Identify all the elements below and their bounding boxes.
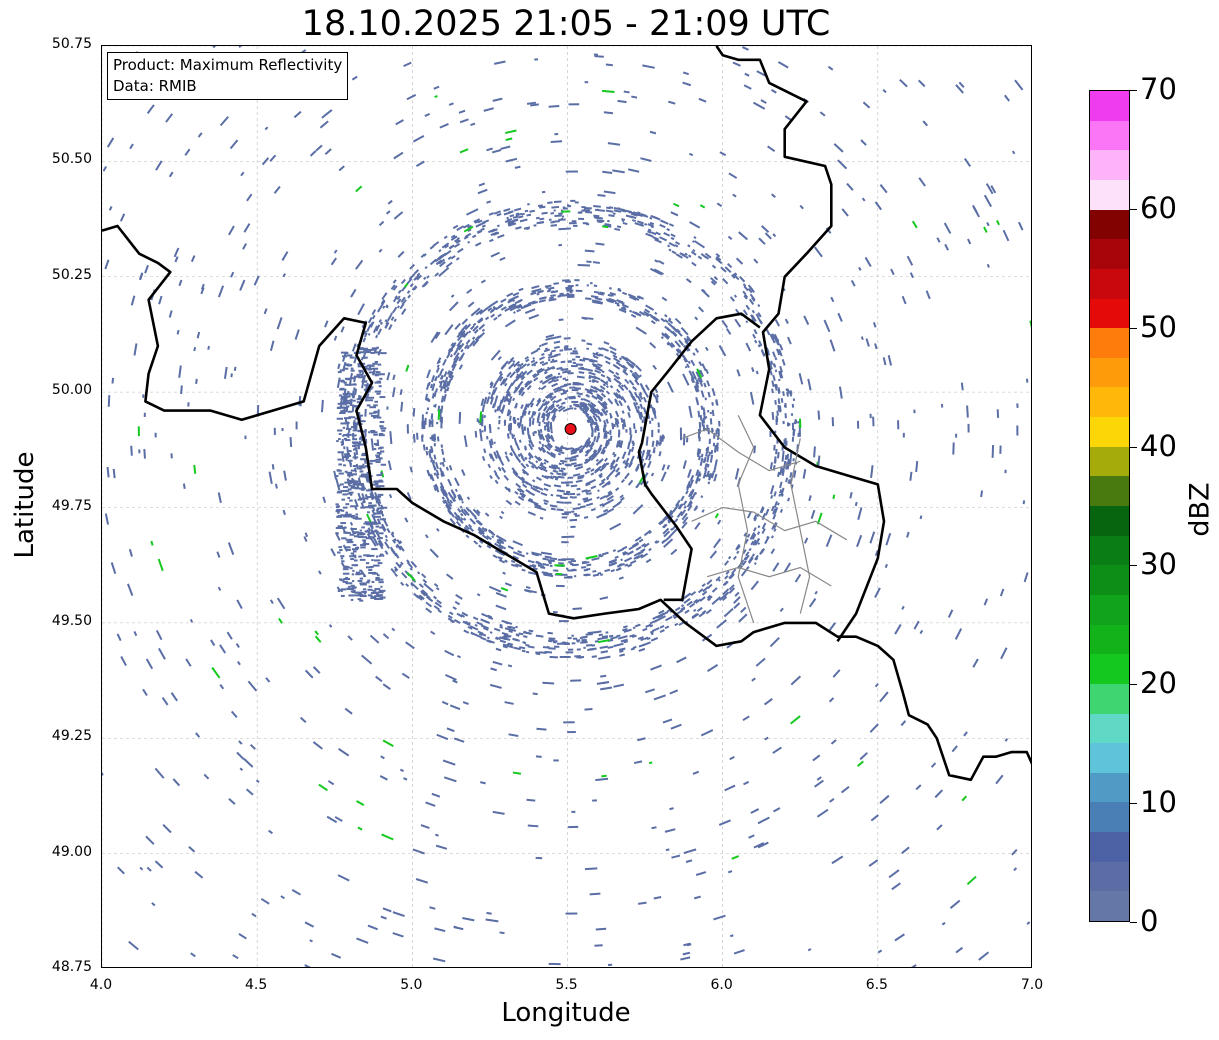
product-legend: Product: Maximum Reflectivity Data: RMIB <box>107 52 349 100</box>
colorbar-segment <box>1090 683 1129 714</box>
x-tick-label: 5.5 <box>555 977 578 993</box>
colorbar-segment <box>1090 861 1129 892</box>
province-border-1 <box>691 506 848 541</box>
reflectivity-echoes <box>102 46 1031 967</box>
colorbar-tick-label: 40 <box>1140 428 1177 463</box>
radar-map-canvas <box>102 46 1031 967</box>
province-border-2 <box>706 566 832 587</box>
colorbar-segment <box>1090 654 1129 684</box>
colorbar-tick-mark <box>1130 90 1137 91</box>
colorbar-segment <box>1090 506 1129 536</box>
colorbar-segment <box>1090 239 1129 269</box>
colorbar-segment <box>1090 179 1129 210</box>
radar-map[interactable] <box>101 45 1032 968</box>
country-border-2 <box>637 312 761 602</box>
y-tick-label: 49.75 <box>51 497 92 514</box>
colorbar-segment <box>1090 298 1129 329</box>
colorbar-segment <box>1090 476 1129 507</box>
colorbar-segment <box>1090 594 1129 625</box>
x-tick-label: 5.0 <box>400 977 423 993</box>
colorbar-segment <box>1090 535 1129 566</box>
colorbar-segment <box>1090 891 1129 921</box>
colorbar-tick-mark <box>1130 684 1137 686</box>
colorbar-segment <box>1090 357 1129 388</box>
colorbar-segment <box>1090 772 1129 803</box>
colorbar-segment <box>1090 328 1129 358</box>
colorbar-tick-mark <box>1130 565 1137 567</box>
province-border-4 <box>790 438 811 614</box>
y-tick-label: 50.50 <box>51 151 92 168</box>
x-tick-label: 4.5 <box>245 977 268 993</box>
x-tick-label: 4.0 <box>89 977 113 993</box>
x-tick-label: 7.0 <box>1020 977 1044 993</box>
colorbar-segment <box>1090 120 1129 151</box>
colorbar-tick-mark <box>1130 327 1137 329</box>
y-tick-label: 48.75 <box>51 959 92 975</box>
x-tick-label: 6.0 <box>710 977 733 993</box>
colorbar-tick-mark <box>1130 446 1137 448</box>
colorbar-tick-label: 70 <box>1140 72 1177 106</box>
colorbar-segment <box>1090 713 1129 744</box>
colorbar-label: dBZ <box>1184 482 1216 537</box>
colorbar-tick-label: 20 <box>1140 666 1177 701</box>
colorbar-segment <box>1090 743 1129 773</box>
colorbar-tick-mark <box>1130 208 1137 210</box>
y-tick-label: 49.00 <box>51 843 92 860</box>
y-tick-label: 49.25 <box>51 728 92 745</box>
radar-site-marker <box>564 423 577 436</box>
colorbar-segment <box>1090 417 1129 447</box>
country-border-1 <box>715 46 886 643</box>
colorbar-segment <box>1090 446 1129 477</box>
colorbar-tick-label: 30 <box>1140 547 1177 582</box>
x-tick-label: 6.5 <box>865 977 888 993</box>
province-border-3 <box>737 414 755 624</box>
colorbar-segment <box>1090 268 1129 299</box>
data-source-label: Data: RMIB <box>113 77 197 95</box>
colorbar-tick-mark <box>1130 803 1137 805</box>
map-title: 18.10.2025 21:05 - 21:09 UTC <box>301 4 831 44</box>
y-tick-label: 50.00 <box>51 382 92 399</box>
colorbar-tick-label: 60 <box>1140 190 1177 225</box>
colorbar-segment <box>1090 832 1129 862</box>
y-axis-label: Latitude <box>10 451 40 559</box>
colorbar-segment <box>1090 565 1129 595</box>
colorbar-segment <box>1090 624 1129 655</box>
colorbar-segment <box>1090 802 1129 833</box>
colorbar-tick-label: 10 <box>1140 785 1177 820</box>
x-axis-label: Longitude <box>501 998 631 1028</box>
colorbar-segment <box>1090 91 1129 121</box>
country-border-0 <box>102 224 1031 782</box>
y-tick-label: 49.50 <box>51 612 92 629</box>
y-tick-label: 50.25 <box>51 266 92 283</box>
colorbar-tick-label: 0 <box>1140 904 1159 938</box>
product-label: Product: Maximum Reflectivity <box>113 56 343 74</box>
dbz-colorbar <box>1089 90 1130 922</box>
colorbar-segment <box>1090 150 1129 180</box>
y-tick-label: 50.75 <box>51 36 92 52</box>
colorbar-segment <box>1090 387 1129 418</box>
colorbar-segment <box>1090 209 1129 240</box>
colorbar-tick-mark <box>1130 922 1137 923</box>
colorbar-tick-label: 50 <box>1140 309 1177 344</box>
province-border-0 <box>682 428 801 472</box>
